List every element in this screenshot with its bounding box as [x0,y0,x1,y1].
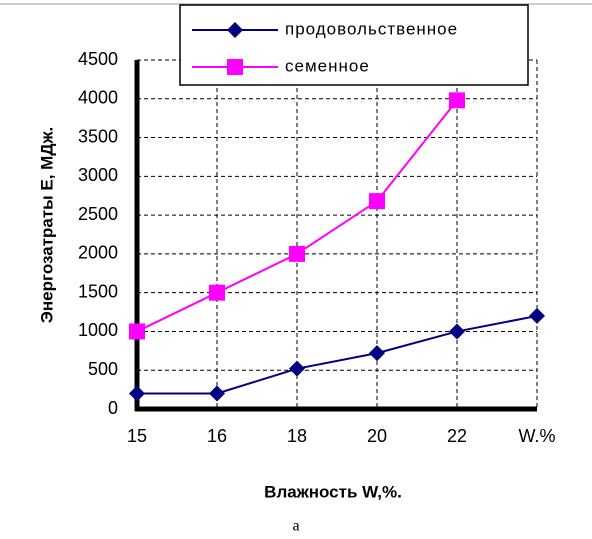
y-tick-label: 4000 [78,88,118,108]
y-tick-label: 3500 [78,126,118,146]
x-tick-label: W.% [518,426,555,446]
x-tick-label: 20 [367,426,387,446]
y-axis-title: Энергозатраты Е, МДж. [37,127,56,323]
marker [369,345,385,362]
marker [209,284,225,301]
marker [227,59,243,75]
y-tick-label: 1000 [78,320,118,340]
caption: а [292,518,299,535]
legend-label: продовольственное [285,19,458,38]
y-tick-label: 1500 [78,281,118,301]
y-tick-label: 3000 [78,165,118,185]
x-tick-label: 18 [287,426,307,446]
marker [227,22,243,38]
x-tick-label: 15 [127,426,147,446]
x-tick-label: 22 [447,426,467,446]
marker [289,360,305,377]
legend-label: семенное [285,56,370,75]
marker [289,245,305,262]
y-tick-label: 2500 [78,204,118,224]
x-axis-title: Влажность W,%. [264,482,402,501]
marker [529,307,545,324]
marker [209,385,225,402]
y-tick-label: 0 [108,398,118,418]
marker [369,193,385,210]
legend-box [179,4,529,86]
marker [449,92,465,109]
marker [449,323,465,340]
y-tick-label: 500 [88,359,118,379]
marker [129,385,145,402]
y-tick-label: 4500 [78,49,118,69]
x-tick-label: 16 [207,426,227,446]
y-tick-label: 2000 [78,243,118,263]
series-line [137,314,538,395]
marker [129,323,145,340]
